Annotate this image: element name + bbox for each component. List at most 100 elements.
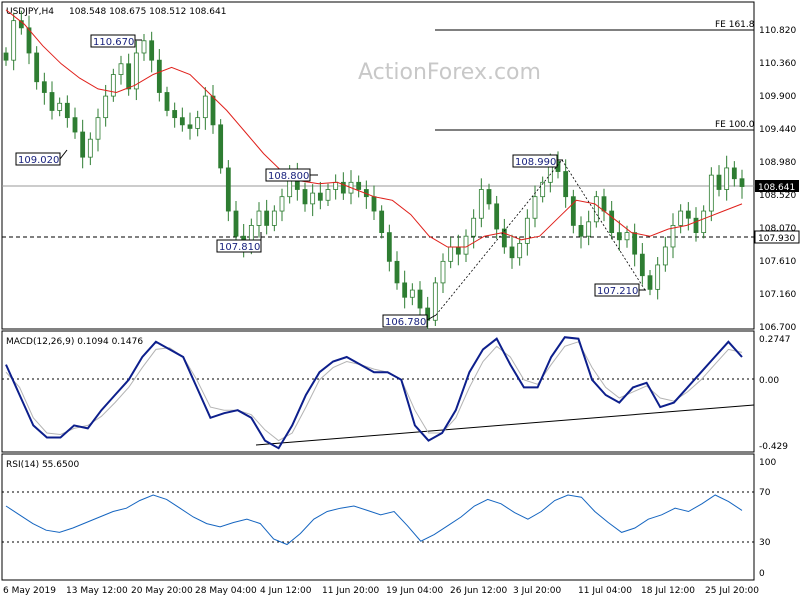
annotation-107210: 107.210 [594,283,646,297]
y-tick-label: 108.520 [759,191,796,201]
price-panel-title: USDJPY,H4 [6,7,54,17]
annotation-108800-text: 108.800 [268,171,309,182]
macd-trendline [255,404,755,446]
price-bar [11,12,17,71]
price-bar [233,200,239,244]
price-bar [509,234,515,269]
price-bar [379,205,385,239]
level-fe100-label: FE 100.0 [715,120,755,130]
rsi-y-tick-label: 30 [759,538,771,548]
watermark: ActionForex.com [358,60,541,85]
price-bar [103,84,109,127]
annotation-107810-text: 107.810 [219,242,260,253]
annotation-110670-text: 110.670 [93,37,134,48]
price-bar [409,283,415,306]
price-bar [386,224,392,272]
price-bar [471,209,477,249]
price-bar [317,181,323,210]
y-tick-label: 109.440 [759,125,796,135]
moving-average-line [5,9,743,248]
annotation-108800: 108.800 [265,168,318,182]
y-tick-label: 109.900 [759,92,796,102]
y-tick-label: 107.160 [759,290,796,300]
y-tick-label: 107.610 [759,257,796,267]
price-y-axis: 110.820 110.360 109.900 109.440 108.980 … [759,26,796,333]
y-tick-label: 110.360 [759,59,796,69]
price-bar [118,55,124,85]
last-price-tag-text: 108.641 [758,183,795,193]
price-bar [271,205,277,232]
y-tick-label: 108.980 [759,158,796,168]
price-bar [356,175,362,198]
macd-panel-frame [1,330,755,453]
price-bar [517,236,523,266]
rsi-y-tick-label: 70 [759,488,771,498]
price-bar [463,229,469,263]
price-bar [41,72,47,105]
price-bar [586,210,592,246]
annotation-106780: 106.780 [382,314,437,328]
price-bar [593,190,599,228]
price-bar [80,119,86,169]
price-bar [540,176,546,203]
price-bar [172,102,178,128]
price-bar [417,281,423,321]
annotation-107210-text: 107.210 [597,286,638,297]
level-fe1618: FE 161.8 [435,20,755,31]
price-bar [425,296,431,330]
price-bar [639,243,645,285]
x-tick-label: 25 Jul 20:00 [705,586,759,596]
price-bar [34,46,40,90]
price-bar [478,178,484,228]
price-bar [701,205,707,239]
rsi-panel-frame [1,453,755,581]
price-bar [133,40,139,101]
price-bar [210,84,216,134]
price-bar [149,31,155,73]
x-tick-label: 6 May 2019 [3,586,56,596]
level-price-tag: 107.930 [754,230,800,244]
level-fe100: FE 100.0 [435,120,755,131]
price-bar [110,68,116,102]
price-bar [432,277,438,326]
price-bar [616,220,622,251]
price-bar [708,167,714,222]
price-bar [57,97,63,117]
x-tick-label: 11 Jul 04:00 [578,586,632,596]
x-tick-label: 11 Jun 20:00 [322,586,379,596]
last-price-tag: 108.641 [755,180,799,193]
x-tick-label: 3 Jul 20:00 [513,586,562,596]
price-bar [218,119,224,174]
price-bar [87,132,93,166]
price-bar [310,184,316,217]
rsi-panel-title: RSI(14) 55.6500 [6,460,79,470]
price-bar [95,108,101,152]
price-bar [26,15,32,65]
macd-y-tick-label: -0.429 [759,442,788,452]
price-bar [72,107,78,139]
price-bar [655,257,661,300]
price-bar [164,86,170,117]
macd-y-tick-label: 0.2747 [759,335,791,345]
macd-main-line [5,336,743,450]
x-tick-label: 4 Jun 12:00 [260,586,312,596]
price-bar [662,236,668,272]
price-bar [402,270,408,309]
price-bar [256,202,262,238]
price-bar [187,112,193,140]
price-bar [3,47,9,66]
price-panel-frame [1,1,755,330]
price-bar [578,216,584,249]
annotation-109020-text: 109.020 [18,155,59,166]
annotation-106780-text: 106.780 [385,317,426,328]
price-bar [501,218,507,254]
y-tick-label: 110.820 [759,26,796,36]
annotation-110670: 110.670 [90,34,142,48]
macd-y-tick-label: 0.00 [759,376,779,386]
level-price-tag-text: 107.930 [758,234,795,244]
rsi-line [5,494,743,546]
y-tick-label: 108.070 [759,224,796,234]
price-bar [670,213,676,259]
x-tick-label: 28 May 04:00 [195,586,257,596]
